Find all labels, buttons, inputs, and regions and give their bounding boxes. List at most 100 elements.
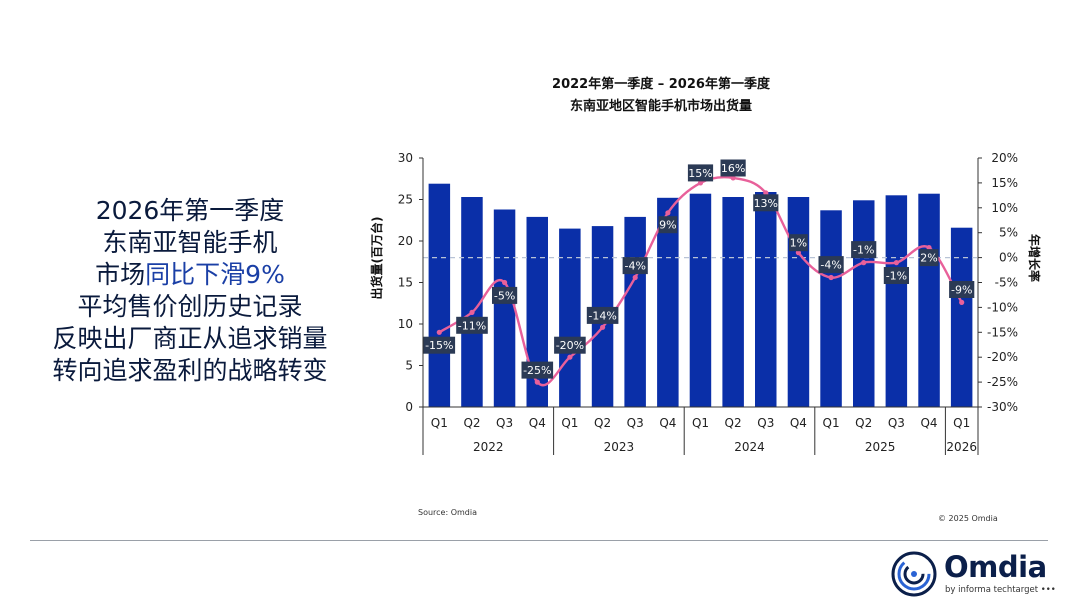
bar-1 [428,183,451,407]
growth-label-box-10 [720,159,746,177]
growth-label-16: 2% [919,249,939,267]
y-axis-title: 出货量(百万台) [369,217,384,300]
growth-label-9: 15% [687,164,714,182]
growth-label-text-9: 15% [688,167,712,180]
x-tick-label: Q1 [561,416,578,430]
growth-label-box-8 [658,216,678,234]
omdia-logo-icon [891,551,937,597]
x-tick-label: Q4 [659,416,676,430]
bar-11 [755,192,777,407]
chart-title: 2022年第一季度 – 2026年第一季度 [552,76,771,92]
growth-point-11 [763,190,769,196]
y-tick-label: 25 [398,193,413,207]
bar-7 [624,216,646,407]
growth-label-text-10: 16% [721,162,745,175]
growth-label-box-6 [586,306,619,324]
growth-label-box-15 [883,267,909,284]
bar-2 [461,197,483,407]
x-tick-label: Q4 [790,416,807,430]
x-tick-label: Q2 [594,416,611,430]
x-tick-label: Q4 [920,416,937,430]
growth-label-box-12 [789,234,808,252]
y2-tick-label: -30% [987,400,1018,414]
growth-label-text-1: -15% [425,339,453,352]
headline: 2026年第一季度 东南亚智能手机 市场同比下滑9% 平均售价创历史记录 反映出… [20,195,360,387]
growth-point-16 [926,245,932,251]
y2-tick-label: -15% [987,325,1018,339]
footer-divider [30,540,1048,541]
year-label: 2022 [473,440,504,454]
growth-label-box-14 [851,241,877,259]
growth-label-text-15: -1% [886,270,907,283]
bar-9 [689,193,712,407]
copyright-note: © 2025 Omdia [938,514,998,523]
year-label: 2026 [946,440,977,454]
growth-label-3: -5% [492,286,518,304]
y2-tick-label: -20% [987,350,1018,364]
bar-10 [722,197,744,407]
growth-label-box-1 [423,336,456,354]
y-tick-label: 20 [398,234,413,248]
growth-label-text-8: 9% [659,219,676,232]
shipments-chart: 2022年第一季度 – 2026年第一季度 东南亚地区智能手机市场出货量 出货量… [369,76,1042,455]
growth-label-10: 16% [720,159,746,177]
growth-label-text-13: -4% [820,259,841,272]
y-tick-label: 30 [398,151,413,165]
x-tick-label: Q4 [529,416,546,430]
headline-line-4: 平均售价创历史记录 [77,292,303,321]
x-tick-label: Q2 [855,416,872,430]
bar-13 [820,210,842,407]
growth-label-14: -1% [851,241,877,259]
growth-label-box-2 [456,316,488,334]
growth-label-7: -4% [622,257,648,275]
data-labels-layer: -15%-11%-5%-25%-20%-14%-4%9%15% 16%13%1%-… [423,159,975,379]
y-tick-label: 10 [398,317,413,331]
growth-label-13: -4% [818,256,844,274]
growth-label-text-16: 2% [920,252,937,265]
y2-tick-label: 20% [991,151,1018,165]
growth-point-5 [567,354,573,360]
year-label: 2024 [734,440,765,454]
bar-4 [526,216,548,407]
growth-label-box-13 [818,256,844,274]
x-tick-label: Q3 [888,416,905,430]
growth-label-text-3: -5% [494,289,515,302]
y2-tick-label: 5% [999,226,1018,240]
growth-point-3 [502,279,508,286]
growth-label-17: -9% [949,281,975,298]
growth-label-4: -25% [521,361,554,379]
growth-label-box-5 [554,336,586,354]
growth-label-box-3 [492,286,518,304]
x-tick-label: Q3 [627,416,644,430]
y2-tick-label: -5% [995,276,1018,290]
headline-line-2: 东南亚智能手机 [102,228,278,257]
growth-label-5: -20% [554,336,586,354]
growth-label-text-17: -9% [951,284,972,297]
headline-line-1: 2026年第一季度 [95,196,285,225]
x-tick-label: Q1 [953,416,970,430]
growth-label-12: 1% [789,234,808,252]
growth-point-13 [828,274,834,281]
bar-17 [950,227,973,407]
source-note: Source: Omdia [418,508,478,517]
growth-label-15: -1% [883,267,909,284]
headline-line-3-prefix: 市场 [95,260,146,289]
y2-tick-label: -10% [987,300,1018,314]
year-label: 2023 [604,440,635,454]
y2-tick-label: 10% [991,201,1018,215]
bar-5 [559,228,581,407]
y2-tick-label: -25% [987,375,1018,389]
bar-16 [918,193,940,407]
growth-label-text-11: 13% [754,197,778,210]
y-tick-label: 5 [405,359,413,373]
growth-label-box-4 [521,361,554,379]
headline-line-3: 市场同比下滑9% [20,259,360,291]
headline-line-6: 转向追求盈利的战略转变 [52,356,328,385]
y2-axis-title: 年增长率 [1027,234,1042,282]
bar-14 [853,200,875,407]
growth-label-text-7: -4% [624,260,645,273]
growth-label-8: 9% [658,216,678,234]
growth-point-17 [959,299,965,305]
growth-label-6: -14% [586,306,619,324]
